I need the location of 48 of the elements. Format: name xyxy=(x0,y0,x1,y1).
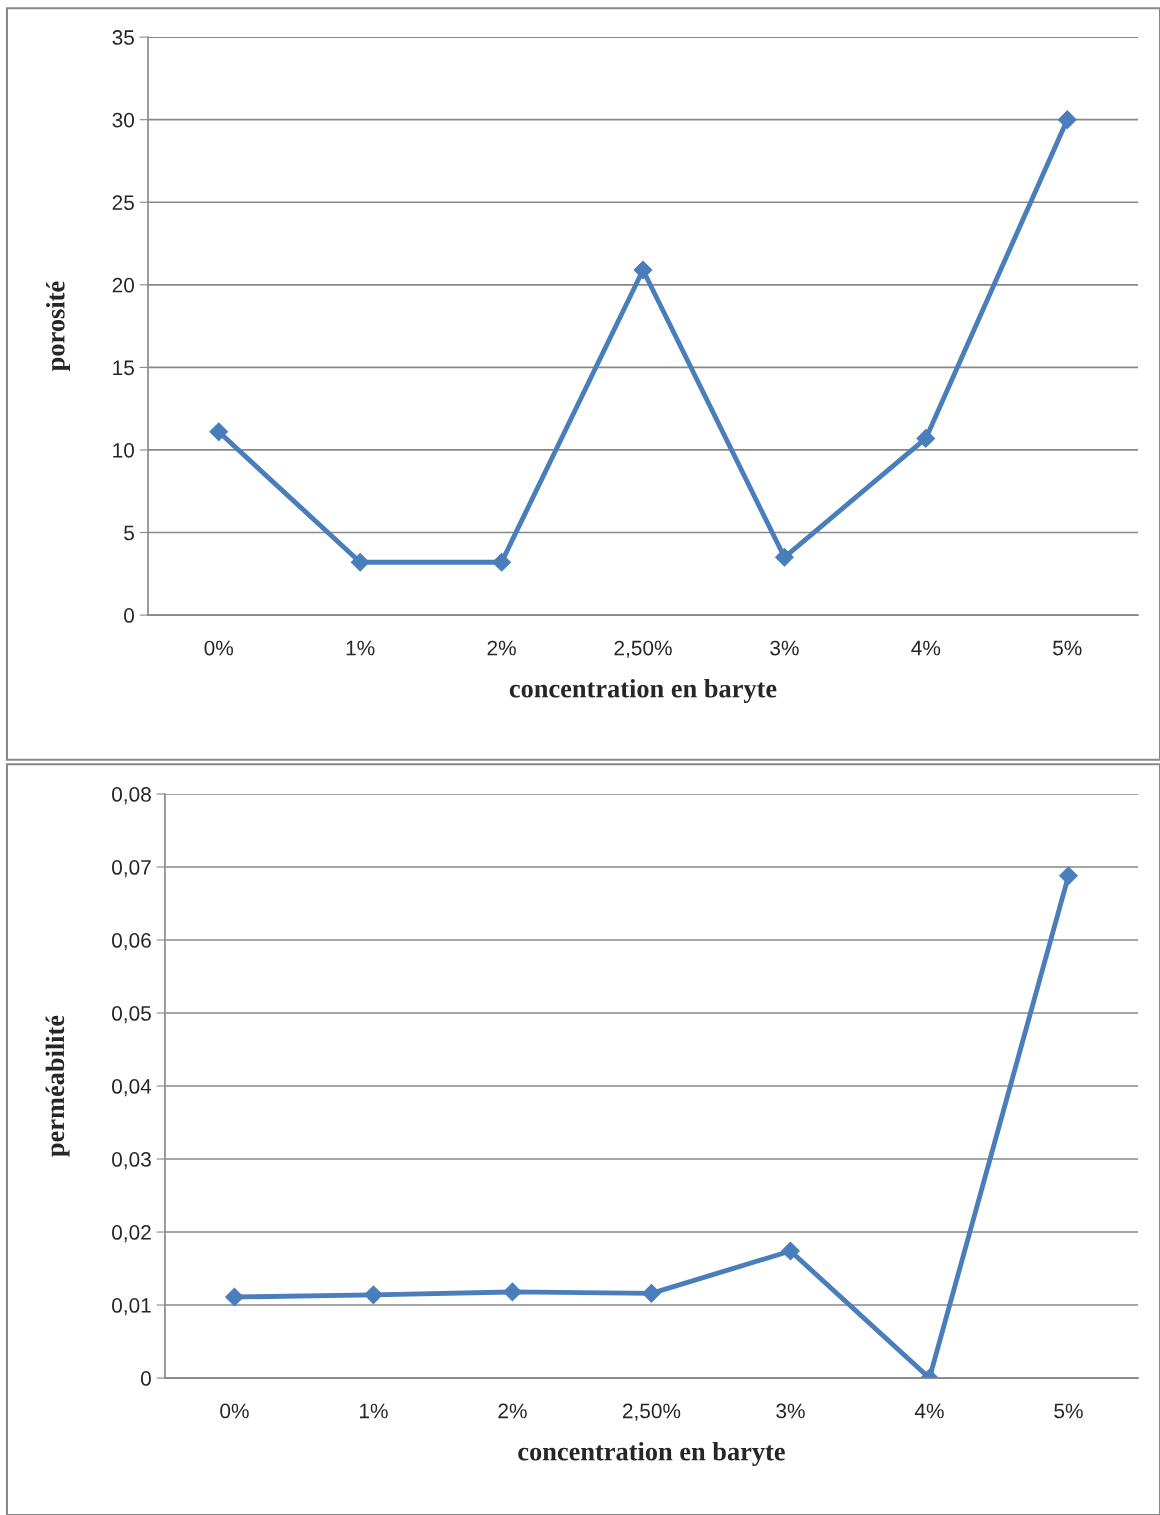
x-tick-label: 3% xyxy=(770,640,799,656)
y-tick-label: 20 xyxy=(112,277,135,293)
y-axis-title: porosité xyxy=(46,281,70,371)
point xyxy=(1059,866,1078,886)
point xyxy=(364,1285,383,1305)
y-tick-label: 15 xyxy=(113,360,134,376)
point xyxy=(1057,110,1077,130)
x-tick-label: 1% xyxy=(346,640,375,656)
x-tick-label: 0% xyxy=(204,640,234,656)
x-tick-label: 2% xyxy=(498,1403,527,1419)
point xyxy=(492,552,511,572)
y-tick-label: 5 xyxy=(124,525,134,541)
x-tick-label: 4% xyxy=(911,640,941,656)
point xyxy=(775,547,794,567)
point xyxy=(633,260,653,280)
point xyxy=(916,429,936,448)
y-tick-label: 0,02 xyxy=(112,1225,151,1243)
x-tick-label: 1% xyxy=(359,1403,388,1419)
y-tick-label: 0 xyxy=(140,1371,151,1386)
point xyxy=(503,1282,522,1302)
point xyxy=(642,1284,661,1303)
x-tick-label: 2% xyxy=(487,640,516,656)
x-tick-label: 5% xyxy=(1054,1403,1083,1419)
y-tick-label: 30 xyxy=(112,112,135,128)
y-tick-label: 0,04 xyxy=(112,1079,152,1097)
y-tick-label: 0,07 xyxy=(112,860,151,878)
y-tick-label: 0,08 xyxy=(112,787,151,805)
y-tick-label: 25 xyxy=(112,195,134,211)
x-tick-label: 4% xyxy=(914,1403,944,1419)
point xyxy=(209,422,229,442)
x-axis-title: concentration en baryte xyxy=(518,1441,785,1466)
y-tick-label: 0,05 xyxy=(112,1006,151,1024)
x-tick-label: 2,50% xyxy=(614,640,672,658)
x-tick-label: 5% xyxy=(1053,640,1082,656)
x-tick-label: 3% xyxy=(776,1403,805,1419)
y-tick-label: 0 xyxy=(124,608,135,623)
y-tick-label: 0,03 xyxy=(112,1152,151,1170)
point xyxy=(225,1287,244,1307)
x-tick-label: 2,50% xyxy=(622,1403,681,1421)
y-tick-label: 0,01 xyxy=(112,1298,151,1316)
point xyxy=(781,1241,800,1261)
y-tick-label: 35 xyxy=(112,30,134,45)
y-tick-label: 10 xyxy=(113,442,135,458)
y-tick-label: 0,06 xyxy=(112,933,151,951)
x-axis-title: concentration en baryte xyxy=(509,678,777,703)
y-axis-title: perméabilité xyxy=(45,1015,70,1157)
point xyxy=(350,552,370,572)
x-tick-label: 0% xyxy=(220,1403,249,1419)
